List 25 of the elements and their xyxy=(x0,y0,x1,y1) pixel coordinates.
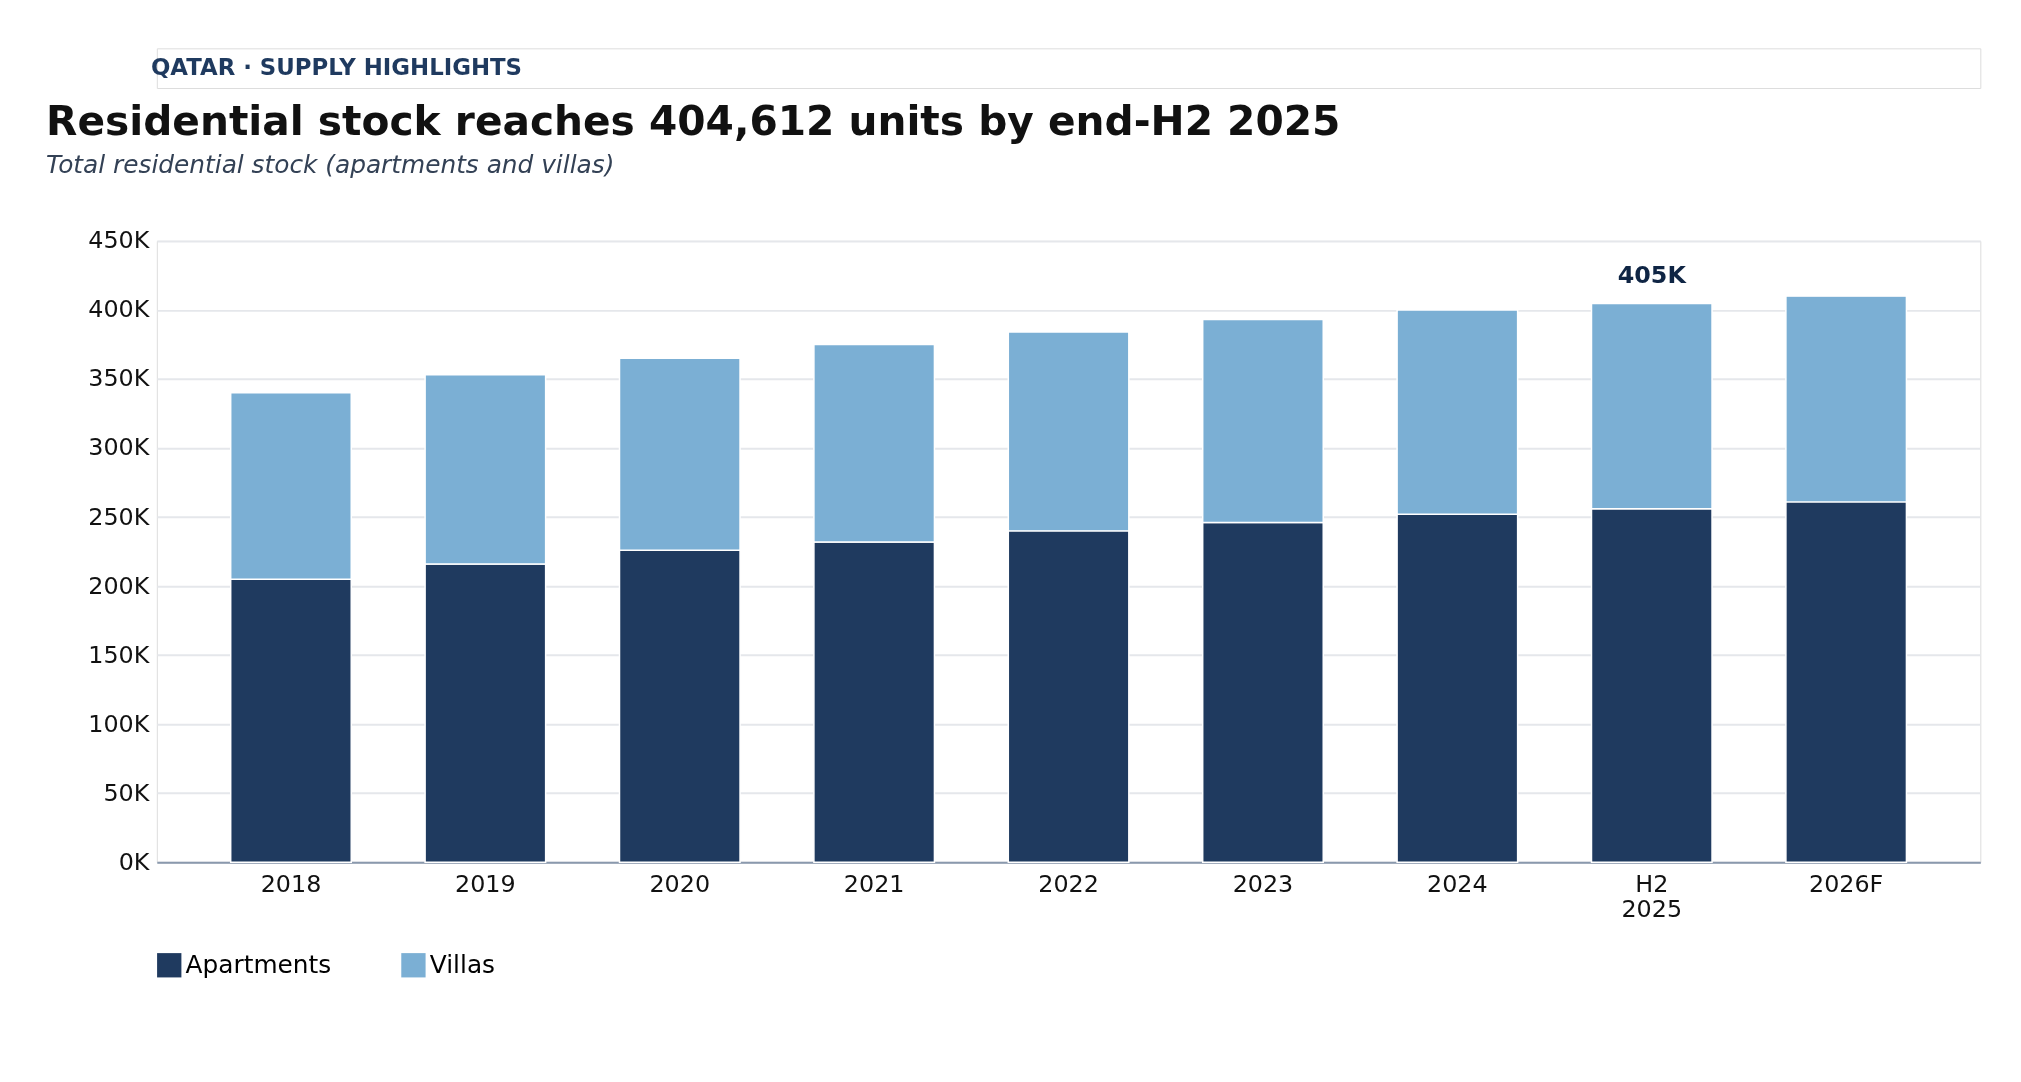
x-tick-label: 2018 xyxy=(260,869,322,898)
x-tick-label: 2024 xyxy=(1427,869,1488,898)
y-tick-label: 350K xyxy=(88,364,151,393)
annotation: 405K xyxy=(1617,260,1688,289)
legend-label: Villas xyxy=(429,950,496,980)
y-tick-label: 100K xyxy=(88,709,151,738)
x-tick-label: 2021 xyxy=(843,869,905,898)
y-tick-label: 200K xyxy=(88,571,151,600)
y-tick-label: 400K xyxy=(88,295,151,324)
x-tick-label: 2023 xyxy=(1232,869,1294,898)
x-tick-label: 2022 xyxy=(1038,869,1099,898)
text: QATAR · SUPPLY HIGHLIGHTS xyxy=(150,54,523,81)
y-tick-label: 150K xyxy=(88,640,151,669)
x-tick-label: H2 2025 xyxy=(1621,869,1683,924)
y-tick-label: 300K xyxy=(88,433,151,462)
y-tick-label: 0K xyxy=(118,847,151,876)
legend-label: Apartments xyxy=(185,950,332,980)
y-tick-label: 50K xyxy=(103,778,151,807)
x-tick-label: 2026F xyxy=(1809,869,1884,898)
x-tick-label: 2020 xyxy=(649,869,711,898)
y-tick-label: 250K xyxy=(88,502,151,531)
chart-title: Residential stock reaches 404,612 units by end-H2 2025 xyxy=(46,96,1341,145)
x-tick-label: 2019 xyxy=(455,869,516,898)
chart-subtitle: Total residential stock (apartments and villas) xyxy=(46,150,615,180)
y-tick-label: 450K xyxy=(88,226,151,255)
